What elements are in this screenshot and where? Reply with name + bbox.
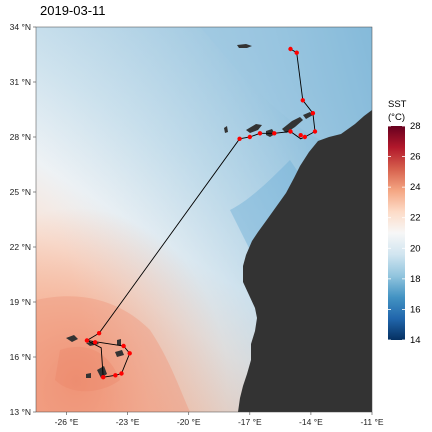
legend-tick-label: 24 [410,182,421,193]
station-point [312,129,318,134]
x-axis: -26 °E -23 °E -20 °E -17 °E -14 °E -11 °E [55,412,384,427]
y-tick-label: 25 °N [10,187,31,197]
legend-tick-label: 16 [410,304,421,315]
station-point [113,373,118,378]
station-point [272,131,277,136]
x-tick-label: -14 °E [299,417,323,427]
island-madeira [237,44,252,48]
x-tick-label: -26 °E [55,417,79,427]
island-la-palma [224,126,228,133]
station-point [96,331,102,336]
island-boa-vista [115,350,124,357]
station-point [92,340,98,345]
x-tick-label: -17 °E [238,417,262,427]
station-point [310,111,316,116]
y-tick-label: 22 °N [10,242,31,252]
y-tick-label: 19 °N [10,297,31,307]
island-fuerteventura [282,117,303,133]
station-point [300,98,305,103]
legend-colorbar [388,126,405,340]
island-tenerife [246,124,262,133]
africa-landmass [238,110,372,412]
x-tick-label: -20 °E [177,417,201,427]
page-title: 2019-03-11 [40,3,106,18]
x-tick-label: -23 °E [116,417,140,427]
station-point [119,371,124,376]
station-point [257,131,263,136]
y-axis: 34 °N 31 °N 28 °N 25 °N 22 °N 19 °N 16 °N 13 °N [10,22,36,417]
legend-tick-label: 22 [410,213,421,224]
island-lanzarote [303,112,313,119]
legend-tick-label: 14 [410,335,421,346]
station-point [84,338,90,343]
island-fogo [86,373,91,378]
legend-tick-label: 28 [410,121,421,132]
y-tick-label: 28 °N [10,132,31,142]
station-point [294,50,299,55]
y-tick-label: 16 °N [10,352,31,362]
y-tick-label: 34 °N [10,22,31,32]
y-tick-label: 31 °N [10,77,31,87]
station-point [237,136,242,141]
station-point [101,375,106,380]
legend-tick-label: 20 [410,243,421,254]
station-point [288,129,293,134]
island-santiago [97,366,107,378]
track-line [85,48,316,378]
station-point [127,351,132,356]
station-point [302,134,307,140]
island-santo-antao [66,335,78,342]
island-sal [117,339,121,346]
station-points [84,46,318,380]
legend-unit: (°C) [388,112,405,123]
legend-title: SST [388,99,407,110]
legend-tick-label: 18 [410,274,421,285]
map-panel-border [35,26,373,413]
legend-tick-label: 26 [410,152,421,163]
station-point [288,46,293,52]
cruise-track [85,48,316,378]
station-point [121,343,126,349]
x-tick-label: -11 °E [360,417,383,427]
station-point [298,133,303,138]
sst-legend: SST (°C) 28 26 24 22 20 18 16 14 [388,99,421,346]
station-point [247,134,252,140]
y-tick-label: 13 °N [10,407,31,417]
